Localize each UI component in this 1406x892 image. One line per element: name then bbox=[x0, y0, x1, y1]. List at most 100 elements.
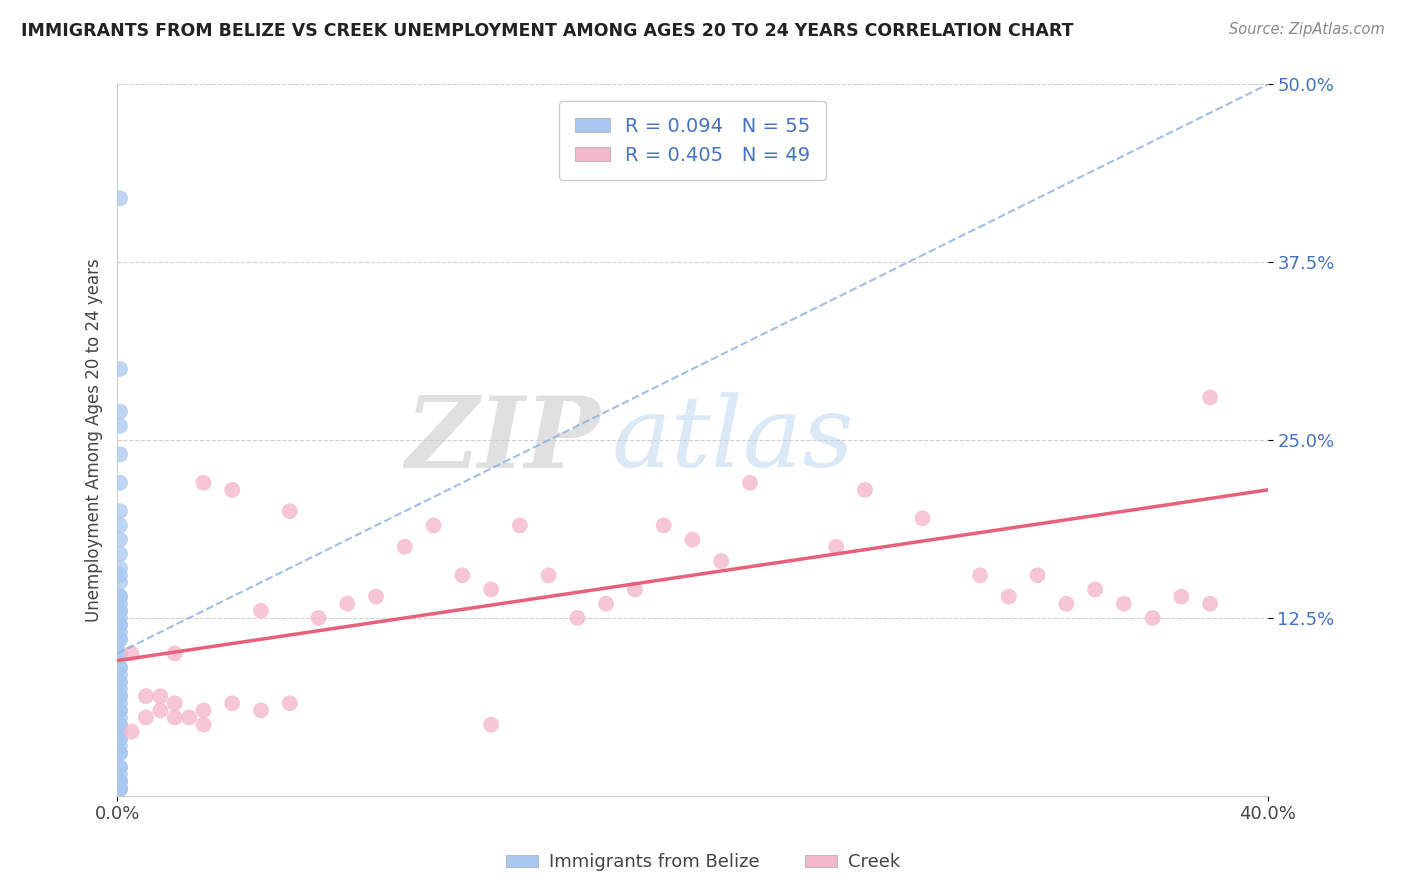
Point bbox=[108, 661, 131, 675]
Point bbox=[710, 554, 733, 568]
Point bbox=[108, 618, 131, 632]
Point bbox=[250, 604, 273, 618]
Point bbox=[193, 717, 215, 731]
Point bbox=[108, 739, 131, 753]
Point bbox=[108, 533, 131, 547]
Point bbox=[108, 675, 131, 690]
Point bbox=[108, 767, 131, 781]
Point bbox=[108, 760, 131, 774]
Point bbox=[221, 696, 243, 710]
Legend: R = 0.094   N = 55, R = 0.405   N = 49: R = 0.094 N = 55, R = 0.405 N = 49 bbox=[560, 102, 825, 180]
Point bbox=[163, 647, 186, 661]
Point bbox=[221, 483, 243, 497]
Point bbox=[135, 710, 157, 724]
Point bbox=[108, 781, 131, 796]
Point bbox=[108, 724, 131, 739]
Point bbox=[163, 696, 186, 710]
Point bbox=[121, 724, 143, 739]
Point bbox=[108, 746, 131, 760]
Point bbox=[108, 632, 131, 647]
Point bbox=[969, 568, 991, 582]
Point bbox=[108, 191, 131, 205]
Point bbox=[108, 518, 131, 533]
Point bbox=[108, 731, 131, 746]
Point bbox=[135, 689, 157, 703]
Point bbox=[108, 618, 131, 632]
Point bbox=[595, 597, 617, 611]
Point bbox=[108, 781, 131, 796]
Point bbox=[108, 611, 131, 625]
Point bbox=[108, 447, 131, 461]
Point bbox=[108, 696, 131, 710]
Point bbox=[825, 540, 848, 554]
Point bbox=[108, 668, 131, 682]
Point bbox=[108, 632, 131, 647]
Point bbox=[911, 511, 934, 525]
Point bbox=[108, 604, 131, 618]
Point bbox=[108, 661, 131, 675]
Point bbox=[108, 689, 131, 703]
Point bbox=[1142, 611, 1164, 625]
Point bbox=[108, 760, 131, 774]
Text: ZIP: ZIP bbox=[405, 392, 600, 488]
Point bbox=[108, 547, 131, 561]
Point bbox=[422, 518, 444, 533]
Point bbox=[108, 590, 131, 604]
Point bbox=[479, 717, 502, 731]
Point bbox=[108, 731, 131, 746]
Point bbox=[652, 518, 675, 533]
Point bbox=[108, 703, 131, 717]
Y-axis label: Unemployment Among Ages 20 to 24 years: Unemployment Among Ages 20 to 24 years bbox=[86, 258, 103, 622]
Point bbox=[278, 504, 301, 518]
Point bbox=[308, 611, 330, 625]
Point bbox=[567, 611, 589, 625]
Point bbox=[108, 689, 131, 703]
Point bbox=[108, 590, 131, 604]
Point bbox=[1199, 597, 1222, 611]
Point bbox=[537, 568, 560, 582]
Point bbox=[108, 597, 131, 611]
Point bbox=[108, 362, 131, 376]
Point bbox=[108, 774, 131, 789]
Point bbox=[121, 647, 143, 661]
Point bbox=[394, 540, 416, 554]
Point bbox=[108, 625, 131, 640]
Point bbox=[149, 703, 172, 717]
Point bbox=[108, 647, 131, 661]
Point bbox=[163, 710, 186, 724]
Point bbox=[998, 590, 1021, 604]
Point bbox=[149, 689, 172, 703]
Point bbox=[108, 774, 131, 789]
Point bbox=[108, 774, 131, 789]
Legend: Immigrants from Belize, Creek: Immigrants from Belize, Creek bbox=[499, 847, 907, 879]
Point bbox=[108, 703, 131, 717]
Text: IMMIGRANTS FROM BELIZE VS CREEK UNEMPLOYMENT AMONG AGES 20 TO 24 YEARS CORRELATI: IMMIGRANTS FROM BELIZE VS CREEK UNEMPLOY… bbox=[21, 22, 1074, 40]
Point bbox=[108, 575, 131, 590]
Point bbox=[336, 597, 359, 611]
Point bbox=[509, 518, 531, 533]
Point bbox=[681, 533, 703, 547]
Point bbox=[108, 475, 131, 490]
Point bbox=[108, 675, 131, 690]
Point bbox=[108, 781, 131, 796]
Point bbox=[1170, 590, 1192, 604]
Text: atlas: atlas bbox=[612, 392, 855, 488]
Point bbox=[738, 475, 761, 490]
Point bbox=[1054, 597, 1077, 611]
Point bbox=[193, 475, 215, 490]
Point bbox=[108, 404, 131, 418]
Text: Source: ZipAtlas.com: Source: ZipAtlas.com bbox=[1229, 22, 1385, 37]
Point bbox=[1112, 597, 1135, 611]
Point bbox=[193, 703, 215, 717]
Point bbox=[108, 504, 131, 518]
Point bbox=[250, 703, 273, 717]
Point bbox=[278, 696, 301, 710]
Point bbox=[108, 418, 131, 433]
Point bbox=[108, 746, 131, 760]
Point bbox=[1199, 391, 1222, 405]
Point bbox=[108, 710, 131, 724]
Point bbox=[624, 582, 647, 597]
Point bbox=[479, 582, 502, 597]
Point bbox=[108, 568, 131, 582]
Point bbox=[108, 604, 131, 618]
